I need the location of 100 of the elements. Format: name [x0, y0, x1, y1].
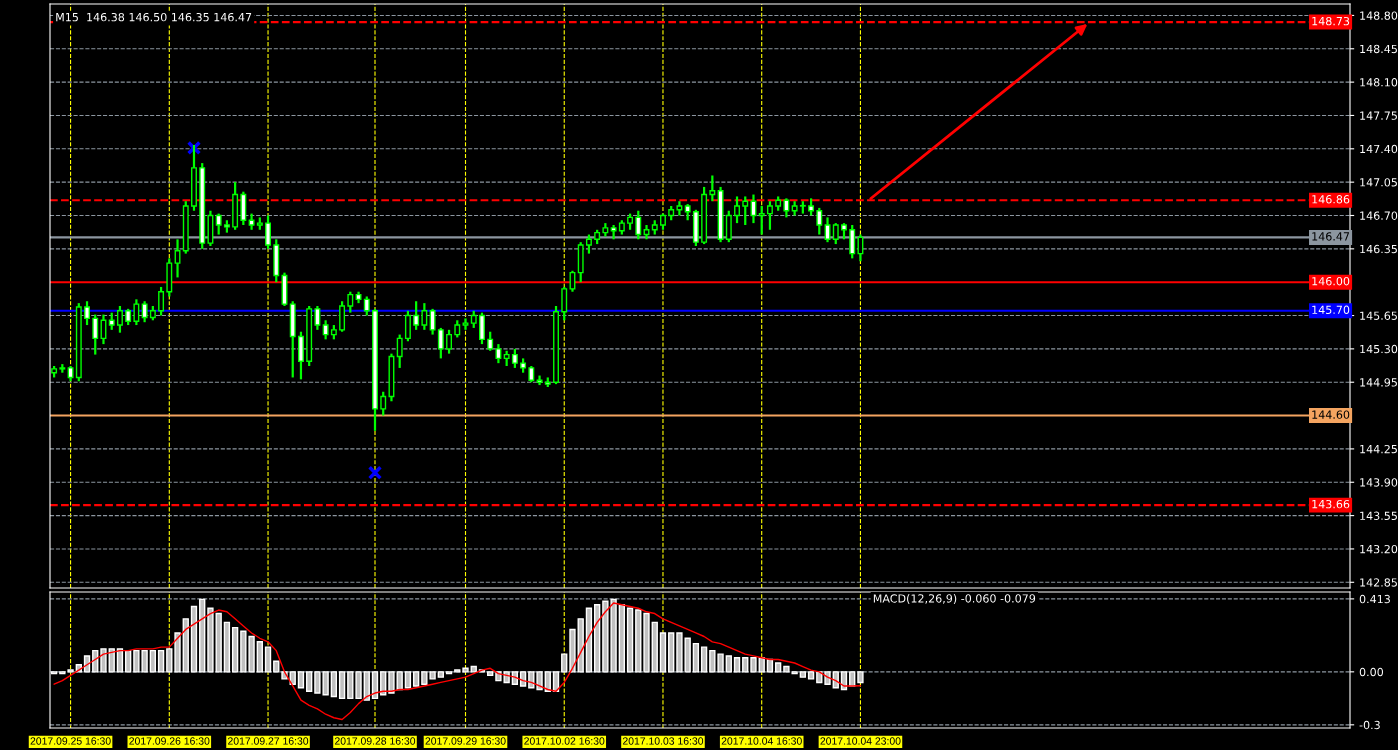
bar	[108, 648, 115, 673]
candlestick	[495, 343, 502, 365]
bar	[273, 660, 280, 673]
candlestick	[421, 302, 428, 331]
bar	[207, 607, 214, 673]
candlestick	[314, 304, 321, 331]
bar	[651, 621, 658, 673]
candlestick	[363, 295, 370, 317]
candlestick	[635, 209, 642, 241]
bar	[264, 646, 272, 673]
bar	[223, 621, 231, 673]
bar	[330, 671, 338, 698]
candlestick	[265, 214, 271, 250]
candlestick	[404, 309, 411, 343]
candlestick	[725, 209, 732, 244]
candlestick	[783, 197, 790, 219]
y-tick-label: 143.20	[1360, 544, 1398, 554]
candlestick	[511, 347, 518, 370]
category-label: 2017.09.28 16:30	[334, 737, 416, 745]
candlestick	[380, 390, 387, 417]
candlestick	[446, 328, 453, 355]
y-tick-label: 148.10	[1360, 78, 1398, 87]
bar	[371, 671, 379, 700]
bar	[635, 609, 642, 673]
y-tick-label: 144.95	[1360, 378, 1397, 387]
category-label: 2017.10.02 16:30	[524, 737, 605, 745]
bar	[100, 648, 107, 673]
y-tick-label: 146.70	[1360, 211, 1398, 220]
y-tick-label: 142.85	[1360, 578, 1397, 587]
category-label: 2017.09.27 16:30	[228, 737, 309, 745]
candlestick	[758, 204, 765, 236]
y-tick-label: 147.40	[1360, 144, 1398, 154]
bar	[380, 671, 387, 696]
candlestick	[462, 317, 469, 331]
candlestick	[857, 233, 864, 263]
candlestick	[92, 313, 99, 356]
candlestick	[429, 307, 436, 336]
candlestick	[133, 298, 140, 327]
y-tick-label: 147.05	[1360, 178, 1397, 187]
candlestick	[322, 319, 329, 341]
candlestick	[413, 300, 420, 331]
bar	[766, 658, 774, 673]
category-label: 2017.10.04 16:30	[721, 737, 802, 745]
bar	[116, 648, 124, 673]
category-label: 2017.09.25 16:30	[30, 737, 111, 745]
candlestick	[479, 311, 485, 346]
bar	[338, 671, 346, 700]
chart-title: MACD(12,26,9) -0.060 -0.079	[873, 594, 1036, 604]
bar	[775, 662, 782, 673]
candlestick	[84, 300, 90, 327]
ref-line-label: 148.73	[1312, 16, 1350, 26]
y-tick-label: 146.35	[1360, 244, 1397, 254]
candlestick	[215, 212, 222, 236]
bar	[306, 671, 313, 692]
bar	[157, 649, 165, 673]
bar	[561, 653, 568, 673]
y-tick-label: 145.65	[1360, 311, 1397, 320]
bar	[149, 649, 157, 673]
candlestick	[437, 326, 444, 360]
candlestick	[339, 300, 346, 333]
bar	[733, 657, 741, 673]
candlestick	[766, 200, 773, 231]
bar	[618, 604, 625, 673]
ref-line-label: 146.86	[1312, 195, 1350, 204]
bar	[412, 671, 420, 687]
candlestick	[742, 195, 749, 227]
y-tick-label: 148.80	[1360, 11, 1398, 20]
candlestick	[141, 300, 148, 324]
bar	[758, 657, 765, 673]
bar	[215, 612, 222, 673]
bar	[692, 642, 700, 673]
bar	[355, 671, 362, 700]
ref-line-label: 143.66	[1312, 499, 1350, 509]
bar	[190, 605, 198, 673]
candlestick	[396, 333, 403, 370]
bar	[725, 655, 732, 673]
bar	[569, 628, 576, 673]
bar	[437, 671, 444, 678]
bar	[231, 626, 239, 673]
bar	[347, 671, 354, 700]
y-tick-label: 148.45	[1360, 44, 1397, 54]
candlestick	[347, 290, 354, 314]
bar	[659, 632, 667, 673]
y-tick-label: 143.55	[1360, 511, 1397, 520]
bar	[700, 646, 708, 673]
bar	[577, 618, 584, 673]
bar	[363, 671, 370, 701]
bar	[807, 671, 815, 680]
bar	[125, 649, 132, 673]
y-tick-label: 143.90	[1360, 478, 1398, 487]
bar	[396, 671, 403, 691]
bar	[643, 612, 650, 673]
candlestick	[849, 223, 856, 260]
bar	[593, 604, 601, 673]
bar	[388, 671, 395, 694]
bar	[668, 632, 675, 673]
bar	[199, 598, 206, 673]
bar	[536, 671, 543, 691]
y-tick-label: 0.00	[1359, 667, 1384, 677]
bar	[857, 671, 864, 684]
